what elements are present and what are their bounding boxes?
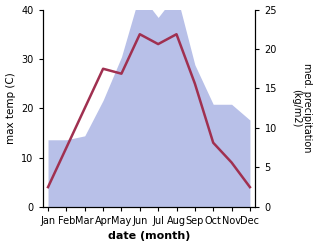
X-axis label: date (month): date (month) [108,231,190,242]
Y-axis label: max temp (C): max temp (C) [5,72,16,144]
Y-axis label: med. precipitation
(kg/m2): med. precipitation (kg/m2) [291,63,313,153]
